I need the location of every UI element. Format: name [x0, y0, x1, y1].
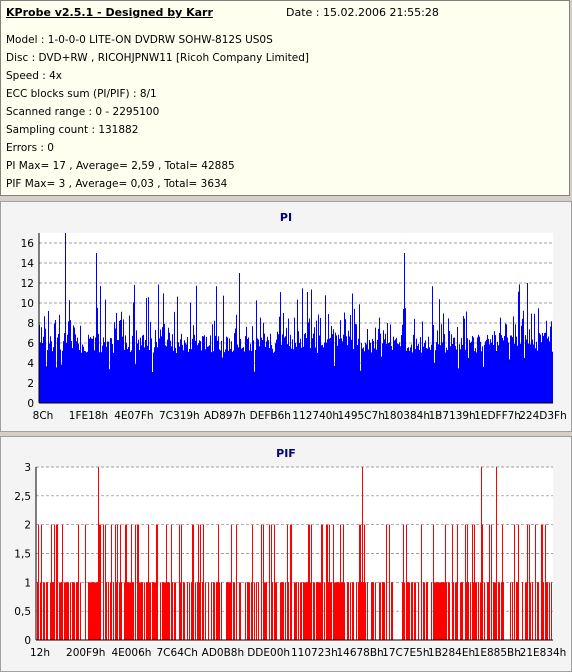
x-tick-label: AD0B8h [202, 647, 245, 659]
info-sampling-count: Sampling count : 131882 [6, 124, 139, 136]
x-tick-label: 1495C7h [337, 410, 384, 422]
pif-chart: PIF 0 0,5 1 1,5 2 2,5 3 12h 200F9h 4E006h 7C64Ch AD0… [14, 447, 567, 659]
x-tick-label: 1FE18h [69, 410, 108, 422]
y-tick-label: 2,5 [14, 491, 31, 503]
x-tick-label: 1EDFF7h [474, 410, 521, 422]
x-tick-label: 7C64Ch [157, 647, 198, 659]
y-tick-label: 4 [27, 358, 34, 370]
x-tick-label: 4E006h [111, 647, 151, 659]
pif-chart-panel: PIF 0 0,5 1 1,5 2 2,5 3 12h 200F9h 4E006h 7C64Ch AD0… [0, 436, 572, 672]
x-tick-label: 14678Bh [336, 647, 383, 659]
x-tick-label: 110723h [291, 647, 338, 659]
pif-bars [37, 467, 552, 640]
x-tick-label: DDE00h [247, 647, 290, 659]
info-panel: KProbe v2.5.1 - Designed by Karr Date : … [0, 0, 570, 196]
x-tick-label: 8Ch [33, 410, 54, 422]
x-tick-label: 4E07Fh [114, 410, 153, 422]
y-tick-label: 2 [27, 378, 34, 390]
y-tick-label: 1,5 [14, 549, 31, 561]
pi-bars [39, 233, 553, 403]
chart-title: PI [280, 211, 292, 224]
x-tick-label: AD897h [204, 410, 246, 422]
x-tick-label: 12h [30, 647, 50, 659]
pi-chart-panel: PI 0 2 4 6 8 10 12 14 16 8Ch 1FE18h 4E07Fh 7C319h AD89… [0, 201, 572, 432]
chart-title: PIF [276, 447, 296, 460]
info-pif-summary: PIF Max= 3 , Average= 0,03 , Total= 3634 [6, 178, 228, 190]
y-tick-label: 0 [24, 635, 31, 647]
x-tick-label: 1E885Bh [474, 647, 521, 659]
y-tick-label: 6 [27, 338, 34, 350]
info-scanned-range: Scanned range : 0 - 2295100 [6, 106, 160, 118]
x-tick-label: 112740h [292, 410, 339, 422]
scan-date: Date : 15.02.2006 21:55:28 [286, 6, 439, 19]
y-tick-label: 3 [24, 462, 31, 474]
info-disc: Disc : DVD+RW , RICOHJPNW11 [Ricoh Compa… [6, 52, 309, 64]
y-tick-label: 12 [21, 278, 34, 290]
x-tick-label: 1B7139h [428, 410, 475, 422]
y-tick-label: 2 [24, 520, 31, 532]
y-tick-label: 0 [27, 398, 34, 410]
y-tick-label: 10 [21, 298, 34, 310]
info-ecc-blocks: ECC blocks sum (PI/PIF) : 8/1 [6, 88, 157, 100]
x-tick-label: 17C7E5h [382, 647, 429, 659]
pi-chart: PI 0 2 4 6 8 10 12 14 16 8Ch 1FE18h 4E07Fh 7C319h AD89… [21, 211, 567, 422]
x-tick-label: 1B284Eh [428, 647, 475, 659]
y-tick-label: 8 [27, 318, 34, 330]
info-errors: Errors : 0 [6, 142, 54, 154]
x-tick-label: 7C319h [159, 410, 200, 422]
info-pi-summary: PI Max= 17 , Average= 2,59 , Total= 4288… [6, 160, 235, 172]
y-tick-label: 14 [21, 258, 35, 270]
y-tick-label: 16 [21, 238, 35, 250]
y-tick-label: 1 [24, 577, 31, 589]
x-tick-label: 200F9h [66, 647, 105, 659]
info-speed: Speed : 4x [6, 70, 63, 82]
x-tick-label: 224D3Fh [519, 410, 567, 422]
y-tick-label: 0,5 [14, 606, 31, 618]
app-title: KProbe v2.5.1 - Designed by Karr [6, 6, 213, 19]
x-tick-label: 21E834h [520, 647, 567, 659]
info-model: Model : 1-0-0-0 LITE-ON DVDRW SOHW-812S … [6, 34, 273, 46]
x-tick-label: 180384h [383, 410, 430, 422]
x-tick-label: DEFB6h [250, 410, 291, 422]
